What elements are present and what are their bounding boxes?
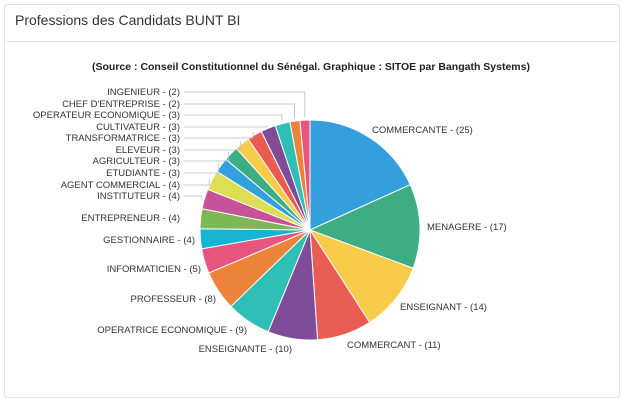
data-label: INSTITUTEUR - (4) [97, 191, 180, 202]
connector-line [184, 151, 230, 162]
data-label: OPERATEUR ECONOMIQUE - (3) [33, 110, 180, 121]
pie-slice-ingenieur[interactable] [299, 119, 311, 231]
data-label: CHEF D'ENTREPRISE - (2) [62, 99, 180, 110]
pie-slice-menagere[interactable] [308, 184, 421, 269]
data-label: INGENIEUR - (2) [107, 87, 180, 98]
connector-line [184, 178, 210, 186]
data-label: PROFESSEUR - (8) [130, 294, 216, 305]
data-label: ELEVEUR - (3) [116, 145, 180, 156]
data-label: AGENT COMMERCIAL - (4) [61, 180, 180, 191]
connector-line [184, 195, 203, 199]
data-label: OPERATRICE ECONOMIQUE - (9) [97, 325, 247, 336]
data-label: MENAGERE - (17) [427, 222, 507, 233]
data-label: AGRICULTEUR - (3) [93, 156, 180, 167]
connector-line [184, 163, 220, 174]
data-label: ENSEIGNANT - (14) [400, 302, 487, 313]
data-label: GESTIONNAIRE - (4) [103, 235, 195, 246]
connector-line [184, 125, 268, 128]
connector-line [184, 132, 254, 139]
data-label: ETUDIANTE - (3) [106, 168, 180, 179]
connector-line [184, 141, 241, 151]
pie-slice-commercante[interactable] [309, 119, 411, 231]
data-label: COMMERCANTE - (25) [372, 125, 473, 136]
connector-line [184, 91, 306, 118]
data-label: ENTREPRENEUR - (4) [81, 213, 180, 224]
connector-line [184, 103, 295, 119]
data-label: INFORMATICIEN - (5) [107, 264, 201, 275]
connector-line [184, 114, 283, 121]
pie-slice-enseignant[interactable] [308, 229, 414, 324]
data-label: CULTIVATEUR - (3) [96, 122, 180, 133]
chart-subtitle: (Source : Conseil Constitutionnel du Sén… [92, 61, 530, 73]
data-label: COMMERCANT - (11) [347, 340, 441, 351]
data-label: ENSEIGNANTE - (10) [199, 344, 292, 355]
data-label: TRANSFORMATRICE - (3) [66, 133, 180, 144]
card-title: Professions des Candidats BUNT BI [5, 5, 619, 42]
